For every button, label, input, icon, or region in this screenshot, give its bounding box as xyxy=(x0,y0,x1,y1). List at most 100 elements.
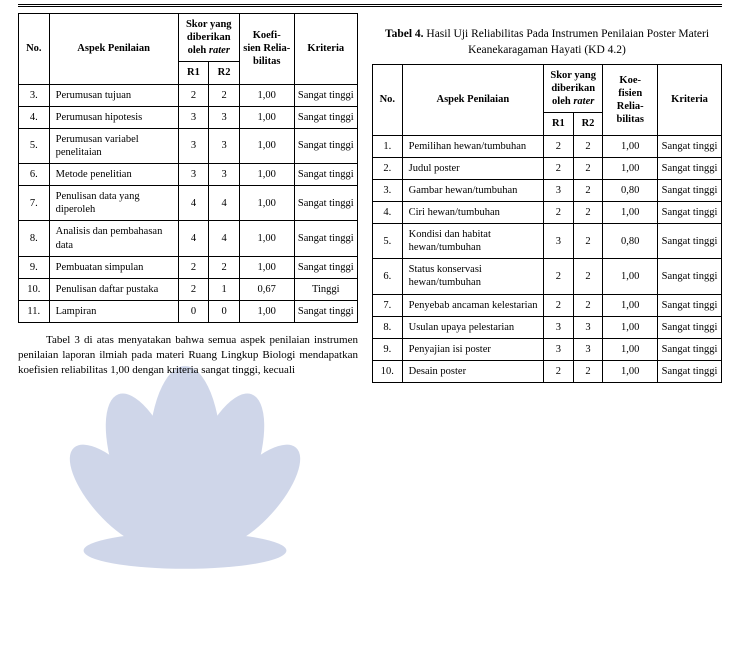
cell-koef: 1,00 xyxy=(239,186,294,221)
cell-krit: Tinggi xyxy=(294,278,357,300)
th-kriteria: Kriteria xyxy=(294,14,357,85)
cell-no: 11. xyxy=(19,300,50,322)
cell-no: 9. xyxy=(19,256,50,278)
caption-label: Tabel 4. xyxy=(385,28,424,40)
cell-krit: Sangat tinggi xyxy=(658,316,722,338)
cell-r2: 2 xyxy=(573,360,603,382)
cell-krit: Sangat tinggi xyxy=(658,360,722,382)
cell-koef: 0,67 xyxy=(239,278,294,300)
table-row: 4.Ciri hewan/tumbuhan221,00Sangat tinggi xyxy=(373,201,722,223)
cell-no: 10. xyxy=(373,360,403,382)
cell-r2: 2 xyxy=(573,259,603,294)
cell-no: 3. xyxy=(19,84,50,106)
cell-r1: 0 xyxy=(178,300,209,322)
cell-koef: 0,80 xyxy=(603,224,658,259)
cell-r1: 3 xyxy=(178,128,209,163)
cell-r1: 2 xyxy=(544,157,574,179)
th-aspek: Aspek Penilaian xyxy=(402,65,543,136)
cell-aspek: Pemilihan hewan/tumbuhan xyxy=(402,135,543,157)
caption-text: Hasil Uji Reliabilitas Pada Instrumen Pe… xyxy=(424,28,710,56)
cell-krit: Sangat tinggi xyxy=(658,338,722,360)
cell-krit: Sangat tinggi xyxy=(658,179,722,201)
cell-r2: 2 xyxy=(573,201,603,223)
cell-r2: 3 xyxy=(209,128,240,163)
table-row: 11.Lampiran001,00Sangat tinggi xyxy=(19,300,358,322)
th-r2: R2 xyxy=(209,62,240,84)
cell-aspek: Usulan upaya pelestarian xyxy=(402,316,543,338)
cell-krit: Sangat tinggi xyxy=(294,256,357,278)
cell-r2: 2 xyxy=(209,256,240,278)
cell-koef: 1,00 xyxy=(603,360,658,382)
cell-aspek: Pembuatan simpulan xyxy=(49,256,178,278)
table-row: 1.Pemilihan hewan/tumbuhan221,00Sangat t… xyxy=(373,135,722,157)
cell-r1: 2 xyxy=(544,259,574,294)
cell-krit: Sangat tinggi xyxy=(658,157,722,179)
cell-aspek: Perumusan tujuan xyxy=(49,84,178,106)
cell-no: 10. xyxy=(19,278,50,300)
table-row: 6.Metode penelitian331,00Sangat tinggi xyxy=(19,164,358,186)
th-no: No. xyxy=(19,14,50,85)
cell-no: 3. xyxy=(373,179,403,201)
cell-koef: 1,00 xyxy=(603,259,658,294)
table-row: 2.Judul poster221,00Sangat tinggi xyxy=(373,157,722,179)
cell-aspek: Gambar hewan/tumbuhan xyxy=(402,179,543,201)
cell-no: 6. xyxy=(19,164,50,186)
cell-aspek: Perumusan hipotesis xyxy=(49,106,178,128)
th-r2: R2 xyxy=(573,113,603,135)
cell-r2: 3 xyxy=(573,316,603,338)
cell-r2: 2 xyxy=(573,135,603,157)
table-row: 10.Desain poster221,00Sangat tinggi xyxy=(373,360,722,382)
th-no: No. xyxy=(373,65,403,136)
table-row: 10.Penulisan daftar pustaka210,67Tinggi xyxy=(19,278,358,300)
cell-aspek: Kondisi dan habitat hewan/tumbuhan xyxy=(402,224,543,259)
table-row: 5.Kondisi dan habitat hewan/tumbuhan320,… xyxy=(373,224,722,259)
cell-r2: 3 xyxy=(209,164,240,186)
table-row: 9.Penyajian isi poster331,00Sangat tingg… xyxy=(373,338,722,360)
cell-r2: 4 xyxy=(209,186,240,221)
cell-no: 4. xyxy=(19,106,50,128)
th-skor-group: Skor yang diberikan oleh rater xyxy=(178,14,239,62)
cell-no: 8. xyxy=(373,316,403,338)
cell-aspek: Perumusan variabel penelitaian xyxy=(49,128,178,163)
cell-aspek: Ciri hewan/tumbuhan xyxy=(402,201,543,223)
cell-aspek: Penyajian isi poster xyxy=(402,338,543,360)
cell-r2: 4 xyxy=(209,221,240,256)
cell-r1: 3 xyxy=(178,106,209,128)
cell-aspek: Judul poster xyxy=(402,157,543,179)
th-aspek: Aspek Penilaian xyxy=(49,14,178,85)
cell-krit: Sangat tinggi xyxy=(294,221,357,256)
cell-aspek: Penulisan data yang diperoleh xyxy=(49,186,178,221)
cell-r2: 2 xyxy=(573,224,603,259)
cell-koef: 1,00 xyxy=(239,221,294,256)
top-rule xyxy=(18,4,722,7)
cell-r2: 2 xyxy=(573,294,603,316)
cell-no: 9. xyxy=(373,338,403,360)
cell-r1: 2 xyxy=(544,135,574,157)
cell-r1: 3 xyxy=(544,338,574,360)
cell-r1: 3 xyxy=(544,316,574,338)
table-left: No. Aspek Penilaian Skor yang diberikan … xyxy=(18,13,358,323)
table4-caption: Tabel 4. Hasil Uji Reliabilitas Pada Ins… xyxy=(372,27,722,58)
cell-koef: 1,00 xyxy=(239,128,294,163)
left-paragraph: Tabel 3 di atas menyatakan bahwa semua a… xyxy=(18,333,358,378)
cell-r2: 1 xyxy=(209,278,240,300)
cell-krit: Sangat tinggi xyxy=(658,135,722,157)
table-row: 6.Status konservasi hewan/tumbuhan221,00… xyxy=(373,259,722,294)
table-row: 7.Penulisan data yang diperoleh441,00San… xyxy=(19,186,358,221)
cell-koef: 1,00 xyxy=(239,164,294,186)
cell-r1: 2 xyxy=(544,294,574,316)
cell-r1: 3 xyxy=(178,164,209,186)
cell-koef: 1,00 xyxy=(239,256,294,278)
table-row: 8.Usulan upaya pelestarian331,00Sangat t… xyxy=(373,316,722,338)
cell-r2: 2 xyxy=(573,179,603,201)
cell-krit: Sangat tinggi xyxy=(658,224,722,259)
cell-koef: 1,00 xyxy=(603,316,658,338)
cell-r1: 4 xyxy=(178,186,209,221)
cell-no: 2. xyxy=(373,157,403,179)
cell-koef: 1,00 xyxy=(603,338,658,360)
th-skor-group: Skor yang diberikan oleh rater xyxy=(544,65,603,113)
cell-no: 6. xyxy=(373,259,403,294)
cell-no: 7. xyxy=(19,186,50,221)
cell-koef: 1,00 xyxy=(603,135,658,157)
cell-koef: 1,00 xyxy=(603,201,658,223)
